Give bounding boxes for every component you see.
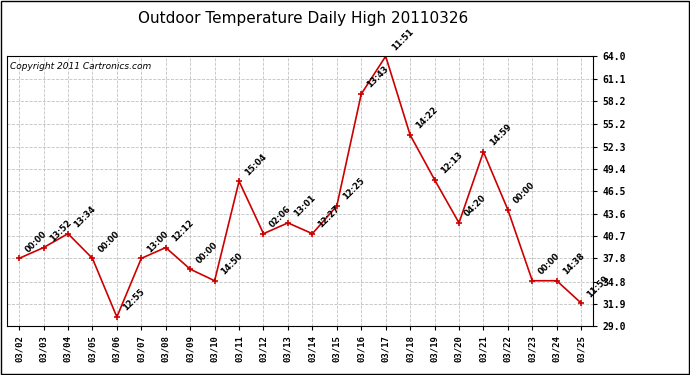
Text: 04:20: 04:20 [463, 194, 489, 219]
Text: 15:04: 15:04 [243, 152, 268, 177]
Text: 13:01: 13:01 [292, 194, 317, 219]
Text: 13:00: 13:00 [146, 229, 170, 254]
Text: Copyright 2011 Cartronics.com: Copyright 2011 Cartronics.com [10, 62, 151, 70]
Text: 00:00: 00:00 [23, 229, 48, 254]
Text: 14:38: 14:38 [561, 251, 586, 277]
Text: 11:51: 11:51 [390, 27, 415, 52]
Text: 00:00: 00:00 [512, 181, 537, 206]
Text: 02:06: 02:06 [268, 204, 293, 230]
Text: 00:00: 00:00 [97, 229, 121, 254]
Text: 13:34: 13:34 [72, 204, 97, 230]
Text: 14:59: 14:59 [488, 123, 513, 148]
Text: 12:13: 12:13 [439, 150, 464, 176]
Text: 14:22: 14:22 [414, 105, 440, 131]
Text: 14:50: 14:50 [219, 251, 244, 277]
Text: 11:59: 11:59 [585, 274, 611, 299]
Text: 00:00: 00:00 [195, 240, 219, 265]
Text: 12:27: 12:27 [317, 204, 342, 230]
Text: 12:25: 12:25 [341, 176, 366, 202]
Text: 00:00: 00:00 [536, 252, 562, 277]
Text: 12:12: 12:12 [170, 218, 195, 243]
Text: 13:43: 13:43 [366, 65, 391, 90]
Text: Outdoor Temperature Daily High 20110326: Outdoor Temperature Daily High 20110326 [139, 11, 469, 26]
Text: 12:55: 12:55 [121, 288, 146, 313]
Text: 13:52: 13:52 [48, 218, 73, 243]
